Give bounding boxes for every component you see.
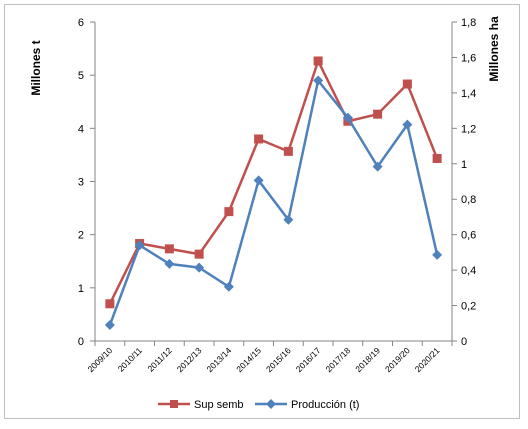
right-axis-tick-label: 1 <box>461 159 467 171</box>
data-point-produccion <box>372 161 383 172</box>
data-point-produccion <box>253 175 264 186</box>
right-axis-tick-label: 1,6 <box>461 52 476 64</box>
data-point-produccion <box>432 249 443 260</box>
data-point-sup-semb <box>105 299 115 309</box>
x-axis-tick-label: 2012/13 <box>175 345 204 374</box>
legend-label-sup-semb: Sup semb <box>194 399 244 411</box>
left-axis-tick-label: 1 <box>78 283 84 295</box>
x-axis-tick-label: 2013/14 <box>204 345 233 374</box>
data-point-produccion <box>342 112 353 123</box>
right-axis-tick-label: 1,8 <box>461 17 476 29</box>
series-sup-semb <box>105 56 442 309</box>
data-point-produccion <box>283 214 294 225</box>
data-point-produccion <box>313 75 324 86</box>
right-axis-tick-label: 0,6 <box>461 230 476 242</box>
series-line-produccion <box>108 79 439 326</box>
data-point-produccion <box>223 281 234 292</box>
x-axis-tick-label: 2017/18 <box>323 345 352 374</box>
data-point-sup-semb <box>402 79 412 89</box>
right-axis-tick-label: 0,4 <box>461 265 476 277</box>
data-point-sup-semb <box>283 146 293 156</box>
right-axis-ticks: 0 0,2 0,4 0,6 0,8 1 1,2 1,4 1,6 1,8 <box>452 17 476 348</box>
data-point-produccion <box>164 258 175 269</box>
legend: Sup semb Producción (t) <box>158 399 359 411</box>
x-axis-tick-label: 2018/19 <box>353 345 382 374</box>
series-layer <box>104 56 443 331</box>
right-axis-tick-label: 1,4 <box>461 88 476 100</box>
data-point-produccion <box>134 240 145 251</box>
left-axis-ticks: 0 1 2 3 4 5 6 <box>78 17 95 348</box>
data-point-produccion <box>402 119 413 130</box>
right-axis-title: Millones ha <box>487 16 501 82</box>
x-axis-tick-label: 2015/16 <box>264 345 293 374</box>
right-axis-tick-label: 0 <box>461 336 467 348</box>
x-axis-tick-label: 2014/15 <box>234 345 263 374</box>
x-axis-tick-label: 2010/11 <box>116 345 145 374</box>
x-axis-tick-label: 2020/21 <box>413 345 442 374</box>
category-labels: 2009/10 2010/11 2011/12 2012/13 2013/14 2014/… <box>85 345 441 374</box>
data-point-sup-semb <box>373 109 383 119</box>
data-point-sup-semb <box>313 56 323 66</box>
left-axis-tick-label: 6 <box>78 17 84 29</box>
data-point-sup-semb <box>224 207 234 217</box>
legend-marker-sup-semb <box>170 400 178 408</box>
legend-marker-produccion <box>266 399 276 409</box>
left-axis-tick-label: 3 <box>78 177 84 189</box>
data-point-sup-semb <box>254 134 264 144</box>
left-axis-tick-label: 2 <box>78 230 84 242</box>
legend-label-produccion: Producción (t) <box>291 399 359 411</box>
x-axis-tick-label: 2009/10 <box>85 345 114 374</box>
chart-frame <box>4 4 520 419</box>
data-point-produccion <box>104 320 115 331</box>
data-point-sup-semb <box>194 249 204 259</box>
data-point-sup-semb <box>432 153 442 163</box>
left-axis-tick-label: 0 <box>78 336 84 348</box>
right-axis-tick-label: 0,8 <box>461 194 476 206</box>
data-point-produccion <box>194 262 205 273</box>
series-line-sup-semb <box>108 59 439 305</box>
data-point-sup-semb <box>164 244 174 254</box>
left-axis-title: Millones t <box>29 40 43 95</box>
left-axis-tick-label: 4 <box>78 123 84 135</box>
right-axis-tick-label: 0,2 <box>461 301 476 313</box>
x-axis-tick-label: 2019/20 <box>383 345 412 374</box>
x-axis-tick-label: 2011/12 <box>145 345 174 374</box>
series-produccion <box>104 75 443 331</box>
right-axis-tick-label: 1,2 <box>461 123 476 135</box>
x-axis-tick-label: 2016/17 <box>294 345 323 374</box>
left-axis-tick-label: 5 <box>78 70 84 82</box>
axes <box>94 22 453 346</box>
